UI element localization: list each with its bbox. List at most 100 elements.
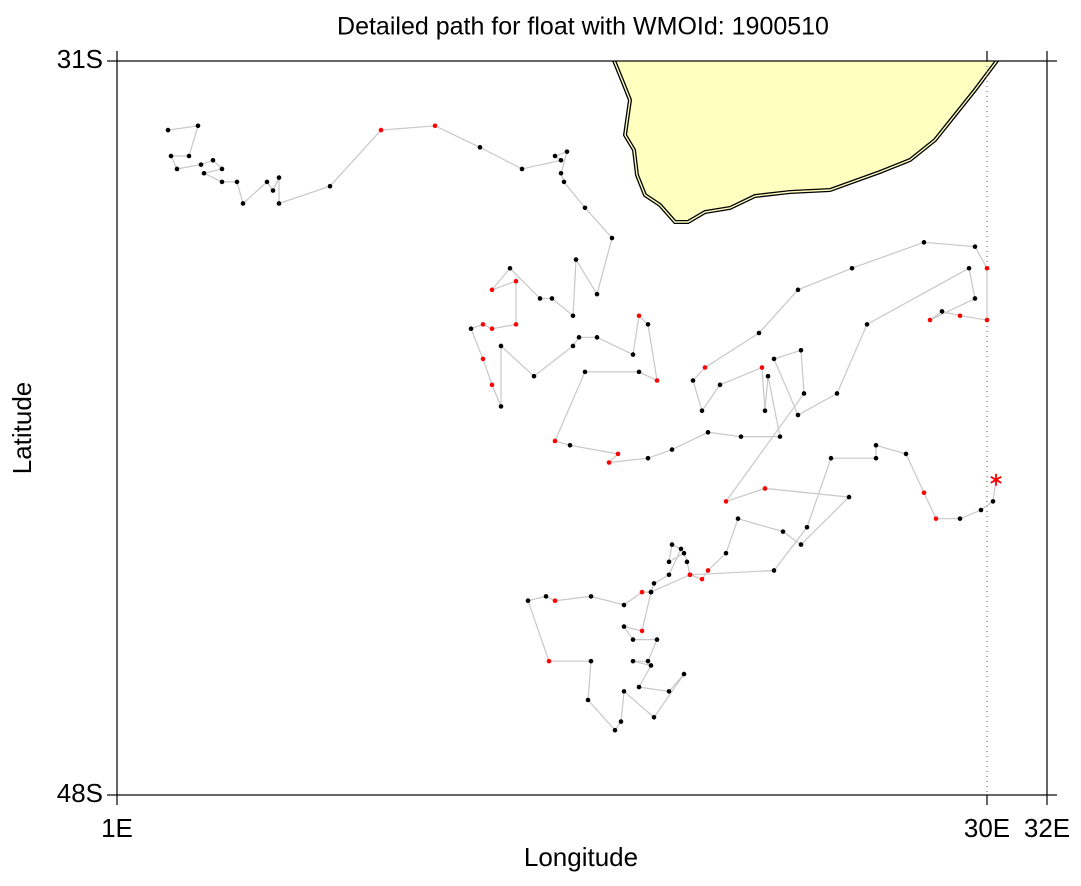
position-marker: [240, 201, 246, 206]
coastline: [612, 61, 1000, 224]
position-marker: [771, 568, 777, 573]
position-marker: [546, 658, 552, 664]
position-marker: [570, 343, 576, 349]
position-marker: [684, 559, 690, 565]
position-marker: [552, 438, 558, 444]
position-marker: [165, 127, 171, 133]
position-marker: [645, 658, 651, 664]
position-marker: [573, 257, 579, 262]
position-marker: [489, 326, 495, 331]
position-marker: [552, 598, 558, 604]
position-marker: [681, 550, 687, 556]
position-marker: [498, 343, 504, 349]
position-marker: [558, 170, 564, 176]
position-marker: [576, 335, 582, 340]
position-marker: [636, 369, 642, 375]
position-marker: [702, 365, 708, 370]
position-marker: [489, 382, 495, 388]
position-marker: [585, 697, 591, 703]
position-marker: [537, 296, 543, 301]
position-marker: [639, 589, 645, 595]
position-marker: [765, 373, 771, 379]
position-marker: [630, 637, 636, 642]
position-marker: [606, 460, 612, 465]
position-marker: [984, 265, 990, 271]
position-marker: [669, 447, 675, 452]
position-marker: [498, 404, 504, 409]
position-marker: [609, 235, 615, 241]
position-marker: [264, 179, 270, 185]
position-marker: [519, 166, 525, 172]
position-marker: [210, 158, 216, 163]
position-marker: [270, 188, 276, 193]
position-marker: [327, 183, 333, 189]
position-marker: [666, 559, 672, 565]
end-marker: [990, 473, 1002, 486]
position-marker: [552, 153, 558, 159]
position-marker: [468, 326, 474, 331]
position-marker: [723, 499, 729, 504]
position-marker: [654, 378, 660, 383]
position-marker: [525, 598, 531, 604]
position-marker: [666, 689, 672, 694]
position-marker: [699, 408, 705, 414]
position-marker: [804, 525, 810, 530]
position-marker: [651, 581, 657, 586]
position-marker: [780, 529, 786, 534]
position-marker: [972, 296, 978, 301]
x-axis-label: Longitude: [524, 842, 638, 872]
position-marker: [648, 663, 654, 668]
position-marker: [957, 313, 963, 319]
position-marker: [681, 671, 687, 677]
position-marker: [690, 378, 696, 383]
position-marker: [798, 542, 804, 547]
position-marker: [531, 373, 537, 379]
position-marker: [795, 287, 801, 293]
coastline-inner: [613, 61, 998, 223]
position-marker: [276, 201, 282, 206]
position-marker: [618, 719, 624, 724]
position-marker: [756, 330, 762, 336]
position-marker: [582, 369, 588, 375]
position-marker: [864, 322, 870, 327]
position-marker: [798, 347, 804, 353]
plot-frame: [116, 60, 1048, 796]
position-marker: [699, 576, 705, 582]
position-marker: [234, 179, 240, 185]
position-marker: [735, 516, 741, 521]
position-marker: [738, 434, 744, 439]
position-marker: [612, 727, 618, 733]
position-marker: [564, 149, 570, 154]
position-marker: [588, 658, 594, 664]
position-marker: [594, 291, 600, 297]
position-marker: [921, 240, 927, 245]
chart-title: Detailed path for float with WMOId: 1900…: [337, 13, 829, 41]
position-marker: [507, 265, 513, 271]
position-marker: [513, 278, 519, 284]
y-axis-label: Latitude: [7, 382, 37, 475]
position-marker: [630, 658, 636, 664]
position-marker: [873, 455, 879, 461]
position-marker: [567, 442, 573, 448]
position-marker: [828, 455, 834, 461]
position-marker: [219, 166, 225, 172]
position-marker: [654, 637, 660, 642]
position-marker: [966, 265, 972, 271]
position-marker: [489, 287, 495, 293]
position-marker: [594, 335, 600, 340]
position-marker: [477, 145, 483, 150]
x-tick-label: 30E: [964, 813, 1010, 843]
position-marker: [921, 490, 927, 496]
position-marker: [195, 123, 201, 129]
position-marker: [801, 391, 807, 396]
position-marker: [588, 594, 594, 599]
position-marker: [933, 516, 939, 521]
position-marker: [846, 494, 852, 500]
position-marker: [615, 451, 621, 457]
position-marker: [972, 244, 978, 249]
position-marker: [636, 684, 642, 690]
position-marker: [762, 486, 768, 491]
position-marker: [777, 434, 783, 439]
position-marker: [669, 542, 675, 547]
